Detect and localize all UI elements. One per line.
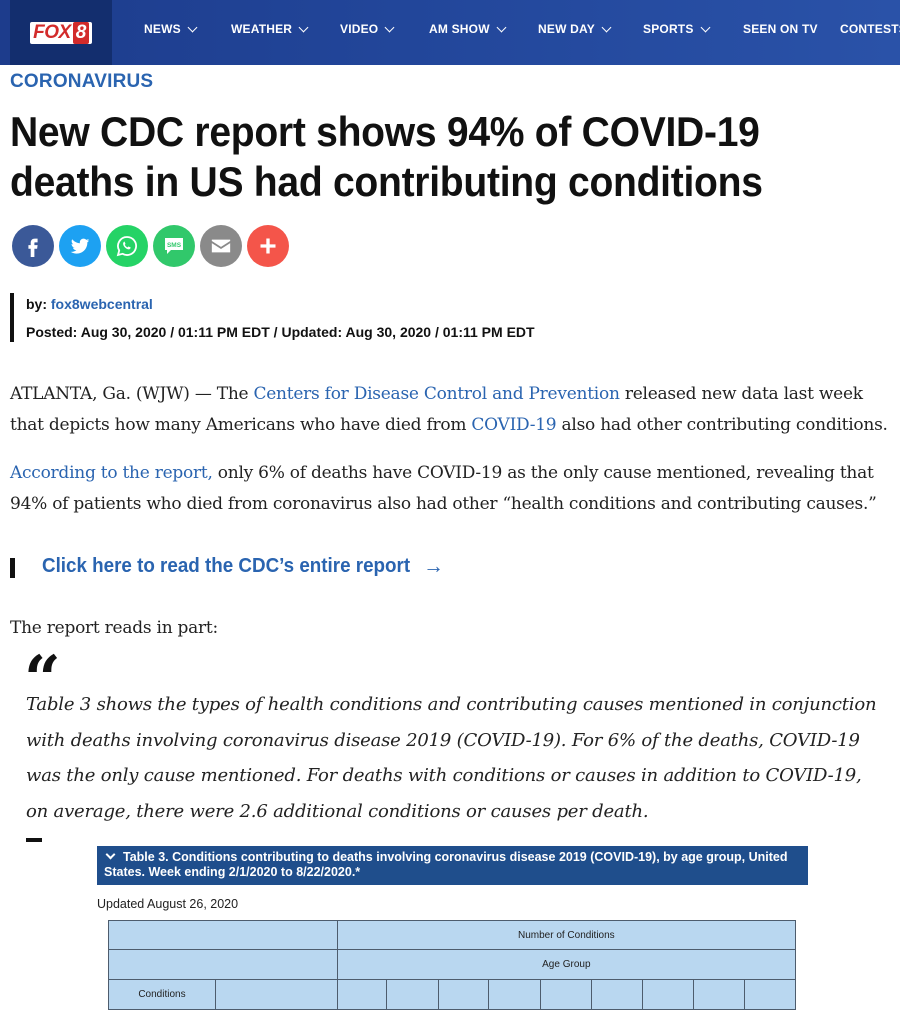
- byline: by: fox8webcentral: [26, 296, 153, 312]
- fox8-logo: FOX 8: [30, 21, 92, 44]
- share-whatsapp-button[interactable]: [106, 225, 148, 267]
- plus-icon: [260, 238, 276, 254]
- category-link[interactable]: CORONAVIRUS: [10, 71, 154, 92]
- cdc-conditions-table: Number of Conditions Age Group Condition…: [108, 920, 797, 1010]
- nav-item-news[interactable]: NEWS: [144, 20, 198, 38]
- paragraph-3: The report reads in part:: [10, 618, 218, 638]
- table-updated-date: Updated August 26, 2020: [97, 897, 239, 911]
- sms-icon: SMS: [165, 238, 183, 254]
- table-cell: [540, 979, 593, 1010]
- report-link[interactable]: According to the report,: [10, 463, 213, 483]
- chevron-down-icon: [384, 22, 395, 32]
- table-cell: [591, 979, 644, 1010]
- table-cell: [642, 979, 695, 1010]
- chevron-down-icon: [187, 22, 198, 32]
- table-empty-cell: [108, 920, 338, 950]
- email-icon: [211, 239, 231, 253]
- table-cell: [488, 979, 542, 1010]
- table-cell: [744, 979, 796, 1010]
- quote-divider: [26, 838, 42, 842]
- quote-mark-icon: “: [24, 642, 61, 717]
- share-bar: SMS: [12, 225, 289, 267]
- svg-text:SMS: SMS: [167, 242, 182, 249]
- chevron-down-icon: [298, 22, 309, 32]
- table-cell: [385, 979, 439, 1010]
- block-quote: Table 3 shows the types of health condit…: [26, 694, 877, 822]
- read-report-link[interactable]: Click here to read the CDC’s entire repo…: [42, 553, 444, 578]
- paragraph-2: According to the report, only 6% of deat…: [10, 463, 877, 514]
- share-sms-button[interactable]: SMS: [153, 225, 195, 267]
- table-cell: [214, 979, 338, 1010]
- chevron-down-icon: [105, 849, 116, 860]
- table-header-number-of-conditions: Number of Conditions: [336, 920, 797, 950]
- publish-dates: Posted: Aug 30, 2020 / 01:11 PM EDT / Up…: [26, 324, 535, 340]
- table-cell: [437, 979, 490, 1010]
- covid-19-link[interactable]: COVID-19: [471, 415, 557, 435]
- nav-item-contests[interactable]: CONTESTS: [840, 22, 900, 36]
- table-empty-cell: [108, 949, 338, 980]
- table-caption-toggle[interactable]: Table 3. Conditions contributing to deat…: [97, 846, 808, 885]
- article-headline: New CDC report shows 94% of COVID-19 dea…: [10, 108, 763, 205]
- table-caption-text: Table 3. Conditions contributing to deat…: [104, 850, 788, 879]
- table-cell: [693, 979, 746, 1010]
- nav-item-seen-on-tv[interactable]: SEEN ON TV: [743, 22, 818, 36]
- table-header-age-group: Age Group: [336, 949, 797, 980]
- nav-item-am-show[interactable]: AM SHOW: [429, 20, 507, 38]
- share-twitter-button[interactable]: [59, 225, 101, 267]
- chevron-down-icon: [496, 22, 507, 32]
- chevron-down-icon: [700, 22, 710, 32]
- byline-accent-bar: [10, 293, 14, 342]
- site-logo[interactable]: FOX 8: [10, 0, 112, 65]
- chevron-down-icon: [601, 22, 612, 32]
- arrow-right-icon: →: [423, 553, 444, 578]
- author-link[interactable]: fox8webcentral: [50, 296, 153, 312]
- nav-item-video[interactable]: VIDEO: [340, 20, 395, 38]
- logo-number: 8: [72, 21, 89, 44]
- cdc-link[interactable]: Centers for Disease Control and Preventi…: [253, 384, 620, 404]
- nav-item-new-day[interactable]: NEW DAY: [538, 20, 612, 38]
- share-facebook-button[interactable]: [12, 225, 54, 267]
- share-more-button[interactable]: [247, 225, 289, 267]
- paragraph-1: ATLANTA, Ga. (WJW) — The Centers for Dis…: [10, 384, 888, 435]
- nav-item-weather[interactable]: WEATHER: [231, 20, 309, 38]
- top-navigation: FOX 8 NEWS WEATHER VIDEO AM SHOW NEW DAY …: [0, 0, 900, 65]
- byline-prefix: by:: [26, 296, 47, 312]
- logo-text: FOX: [33, 21, 71, 43]
- table-header-conditions: Conditions: [108, 979, 216, 1010]
- share-email-button[interactable]: [200, 225, 242, 267]
- facebook-icon: [28, 238, 38, 257]
- whatsapp-icon: [116, 236, 137, 257]
- nav-item-sports[interactable]: SPORTS: [643, 20, 710, 38]
- table-cell: [336, 979, 387, 1010]
- twitter-icon: [70, 238, 90, 254]
- cta-accent-bar: [10, 558, 15, 578]
